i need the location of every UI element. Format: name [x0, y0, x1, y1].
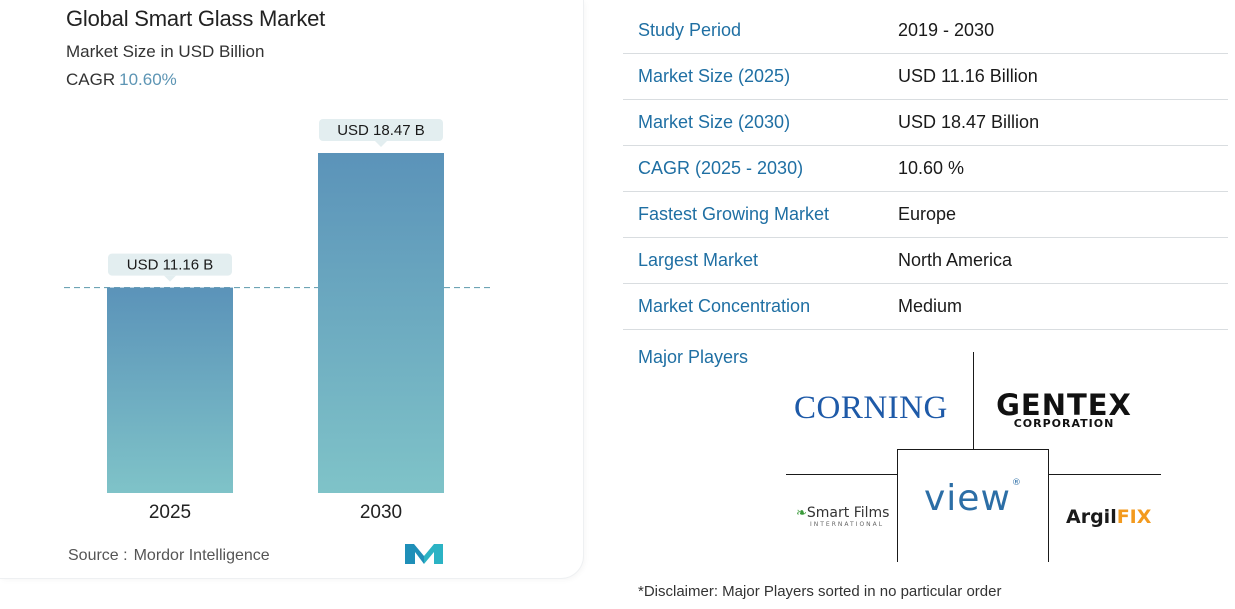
disclaimer: *Disclaimer: Major Players sorted in no …: [638, 583, 1002, 600]
major-players-title: Major Players: [638, 347, 749, 367]
chart-title: Global Smart Glass Market: [66, 6, 326, 31]
mordor-logo-icon: [405, 544, 443, 564]
gentex-logo-sub: CORPORATION: [1013, 417, 1115, 430]
info-row-value: 10.60 %: [898, 158, 965, 178]
info-row-label: Study Period: [638, 20, 742, 40]
info-row: CAGR (2025 - 2030) 10.60 %: [623, 146, 1228, 192]
source-label: Source :: [68, 547, 128, 564]
view-box-top: [897, 449, 1049, 450]
source-name: Mordor Intelligence: [133, 547, 270, 564]
cagr-line: CAGR 10.60%: [66, 70, 177, 90]
argilfix-logo-b: FIX: [1116, 506, 1152, 528]
bar-2030: [318, 153, 444, 493]
smart-films-logo-main: Smart Films: [806, 505, 890, 521]
data-label-text: USD 11.16 B: [127, 257, 213, 274]
info-row-label: Largest Market: [638, 250, 759, 270]
view-logo: view®: [924, 478, 1022, 519]
info-row-value: USD 11.16 Billion: [898, 66, 1038, 86]
info-row-label: CAGR (2025 - 2030): [638, 158, 804, 178]
data-label-2030: USD 18.47 B: [319, 119, 443, 147]
info-row-value: USD 18.47 Billion: [898, 112, 1040, 132]
info-row-value: Medium: [898, 296, 963, 316]
info-row-label: Market Size (2025): [638, 66, 791, 86]
info-row-label: Fastest Growing Market: [638, 204, 830, 224]
grid-horizontal-left: [786, 474, 897, 475]
x-tick-label: 2030: [360, 502, 402, 523]
view-logo-text: view: [924, 478, 1011, 519]
chart-subtitle: Market Size in USD Billion: [66, 42, 265, 61]
grid-horizontal-right: [1049, 474, 1161, 475]
cagr-value: 10.60%: [119, 70, 177, 89]
view-box-left: [897, 449, 898, 562]
info-row-value: Europe: [898, 204, 957, 224]
argilfix-logo-a: Argil: [1066, 506, 1117, 528]
chart-card: Global Smart Glass Market Market Size in…: [0, 0, 583, 578]
argilfix-logo: ArgilFIX: [1066, 506, 1151, 528]
bar-chart: USD 11.16 B 2025 USD 18.47 B 2030: [64, 119, 490, 523]
source-line: Source : Mordor Intelligence: [68, 547, 270, 565]
info-row-label: Market Concentration: [638, 296, 811, 316]
data-label-2025: USD 11.16 B: [108, 253, 232, 282]
x-tick-label: 2025: [149, 502, 191, 523]
smart-films-logo: ❧Smart Films INTERNATIONAL: [796, 505, 889, 528]
info-row-value: North America: [898, 250, 1013, 270]
bar-2025: [107, 287, 233, 493]
info-row-label: Market Size (2030): [638, 112, 791, 132]
cagr-label: CAGR: [66, 70, 116, 89]
info-row: Fastest Growing Market Europe: [623, 192, 1228, 238]
info-row: Study Period 2019 - 2030: [623, 8, 1228, 54]
corning-logo: CORNING: [794, 390, 948, 426]
info-row: Largest Market North America: [623, 238, 1228, 284]
info-row: Market Size (2030) USD 18.47 Billion: [623, 100, 1228, 146]
view-box-right: [1048, 449, 1049, 562]
gentex-logo-main: GENTEX: [996, 388, 1132, 422]
info-row: Market Concentration Medium: [623, 284, 1228, 330]
info-row: Market Size (2025) USD 11.16 Billion: [623, 54, 1228, 100]
registered-icon: ®: [1011, 478, 1022, 488]
gentex-logo: GENTEX CORPORATION: [990, 388, 1138, 430]
leaf-icon: ❧: [796, 506, 807, 521]
smart-films-logo-sub: INTERNATIONAL: [810, 521, 885, 528]
info-row-value: 2019 - 2030: [898, 20, 995, 40]
grid-vertical-top: [973, 352, 974, 449]
data-label-text: USD 18.47 B: [337, 122, 425, 139]
market-info-table: Study Period 2019 - 2030 Market Size (2025…: [623, 8, 1228, 330]
